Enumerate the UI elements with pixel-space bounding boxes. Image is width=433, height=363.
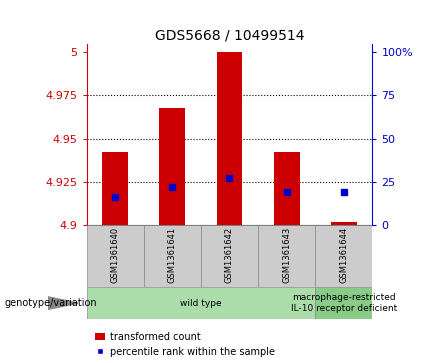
Bar	[87, 287, 315, 319]
Text: GSM1361644: GSM1361644	[339, 227, 348, 283]
Polygon shape	[48, 297, 78, 309]
Text: GSM1361643: GSM1361643	[282, 227, 291, 283]
Bar	[144, 225, 201, 287]
Bar	[87, 225, 144, 287]
Bar	[315, 225, 372, 287]
Bar	[331, 221, 357, 225]
Bar	[102, 152, 128, 225]
Title: GDS5668 / 10499514: GDS5668 / 10499514	[155, 28, 304, 42]
Bar	[274, 152, 300, 225]
Text: GSM1361642: GSM1361642	[225, 227, 234, 283]
Text: GSM1361641: GSM1361641	[168, 227, 177, 283]
Bar	[201, 225, 258, 287]
Text: genotype/variation: genotype/variation	[4, 298, 97, 308]
Text: GSM1361640: GSM1361640	[111, 227, 120, 283]
Text: wild type: wild type	[180, 299, 222, 307]
Bar	[258, 225, 315, 287]
Bar	[315, 287, 372, 319]
Bar	[159, 107, 185, 225]
Bar	[216, 52, 242, 225]
Text: macrophage-restricted
IL-10 receptor deficient: macrophage-restricted IL-10 receptor def…	[291, 293, 397, 313]
Legend: transformed count, percentile rank within the sample: transformed count, percentile rank withi…	[91, 328, 279, 360]
